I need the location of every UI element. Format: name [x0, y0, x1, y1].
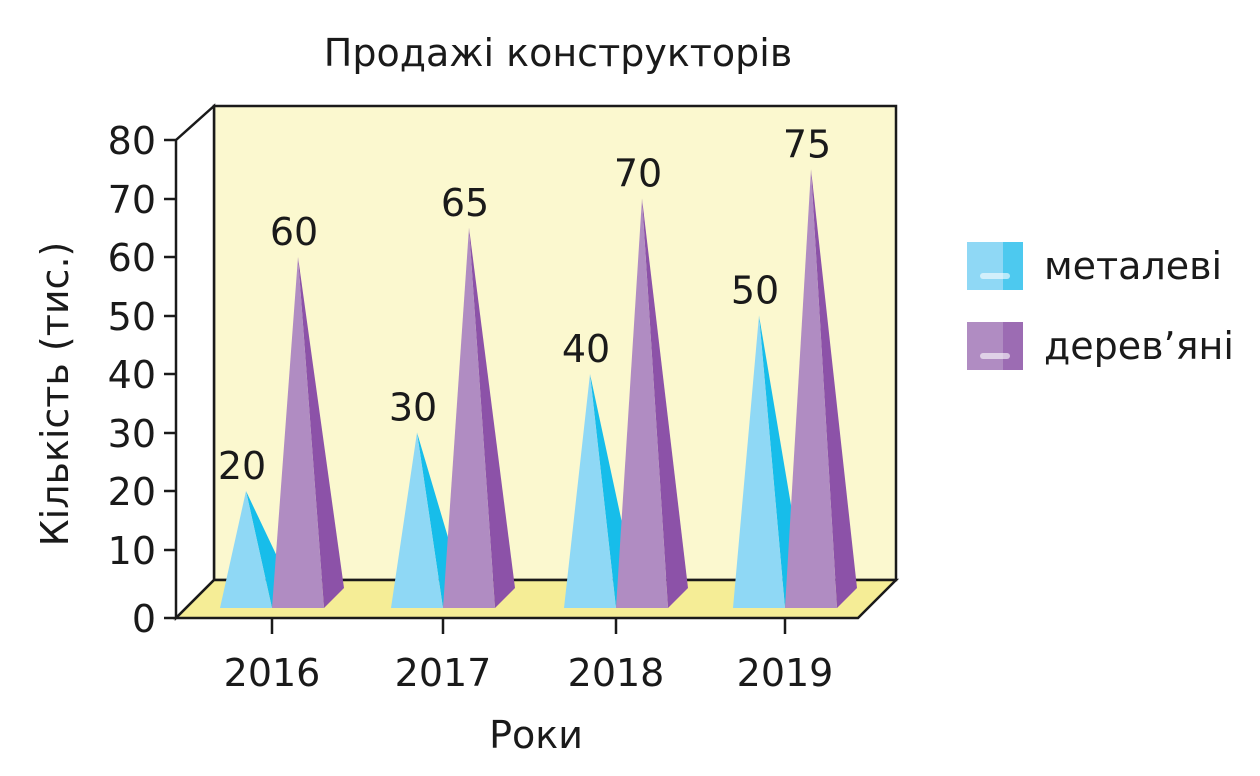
y-axis-title: Кількість (тис.): [33, 242, 77, 547]
x-axis-title: Роки: [489, 713, 583, 757]
data-label: 75: [783, 122, 831, 166]
x-tick-label: 2019: [737, 651, 834, 695]
y-tick-label: 20: [108, 470, 156, 514]
side-wall: [174, 103, 216, 622]
legend-swatch-highlight: [980, 273, 1010, 279]
x-tick-label: 2017: [395, 651, 492, 695]
y-tick-label: 50: [108, 295, 156, 339]
x-tick-label: 2018: [568, 651, 665, 695]
bar-side-face: [642, 198, 688, 608]
y-tick-label: 30: [108, 412, 156, 456]
data-label: 65: [441, 181, 489, 225]
legend: металеві дерев’яні: [967, 242, 1234, 370]
bar-front-face: [391, 432, 443, 608]
bar-front-face: [733, 315, 785, 608]
data-label: 70: [614, 152, 662, 196]
bar-front-face: [785, 169, 837, 608]
legend-label: металеві: [1044, 244, 1222, 288]
data-label: 50: [731, 269, 779, 313]
bar-side-face: [298, 257, 344, 608]
bar-side-face: [469, 227, 515, 608]
x-axis-ticks: 2016 2017 2018 2019: [224, 618, 834, 695]
legend-swatch-highlight: [980, 353, 1010, 359]
data-label: 40: [562, 327, 610, 371]
legend-swatch-shade: [1003, 322, 1023, 370]
data-labels: 20 60 30 65 40 70 50 75: [218, 122, 831, 488]
data-label: 20: [218, 444, 266, 488]
bars: [220, 169, 857, 608]
y-tick-label: 70: [108, 178, 156, 222]
bar-front-face: [220, 491, 272, 608]
y-tick-label: 0: [132, 597, 156, 641]
y-tick-label: 60: [108, 236, 156, 280]
y-tick-label: 10: [108, 529, 156, 573]
y-tick-label: 40: [108, 353, 156, 397]
legend-swatch-shade: [1003, 242, 1023, 290]
y-tick-label: 80: [108, 119, 156, 163]
bar-front-face: [443, 227, 495, 608]
bar-front-face: [564, 374, 616, 608]
data-label: 60: [270, 210, 318, 254]
x-tick-label: 2016: [224, 651, 321, 695]
legend-label: дерев’яні: [1044, 324, 1234, 368]
chart-frame: [172, 103, 900, 622]
y-axis-ticks: 0 10 20 30 40 50 60 70 80: [108, 119, 176, 641]
bar-front-face: [616, 198, 668, 608]
bar-front-face: [272, 257, 324, 608]
chart-title: Продажі конструкторів: [324, 31, 792, 75]
data-label: 30: [389, 386, 437, 430]
bar-side-face: [811, 169, 857, 608]
